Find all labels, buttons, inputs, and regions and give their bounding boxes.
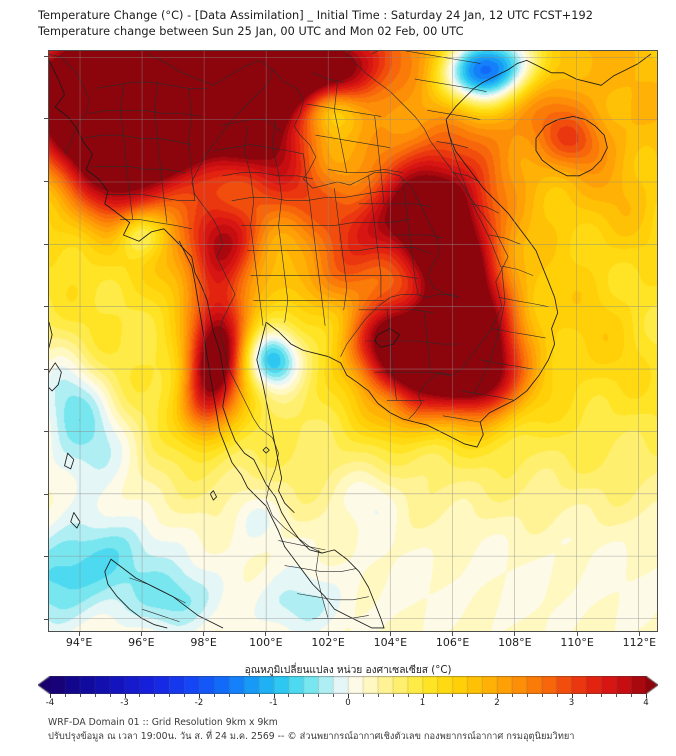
colorbar-tick-label: 1 [419,698,426,708]
x-axis-tick-mark [203,632,205,636]
colorbar-minor-tick [631,694,633,697]
x-axis-tick-label: 100°E [249,636,283,649]
colorbar-minor-tick [109,694,111,697]
x-axis-tick-mark [327,632,329,636]
colorbar-minor-tick [94,694,96,697]
colorbar-minor-tick [616,694,618,697]
title-line-1: Temperature Change (°C) - [Data Assimila… [38,9,594,22]
colorbar-minor-tick [526,694,528,697]
colorbar-minor-tick [228,694,230,697]
colorbar-tick-label: -2 [194,698,204,708]
colorbar-major-tick [497,694,498,698]
colorbar-tick-label: 4 [643,698,649,708]
colorbar-major-tick [199,694,200,698]
colorbar-minor-tick [601,694,603,697]
colorbar-minor-tick [541,694,543,697]
colorbar-minor-tick [333,694,335,697]
colorbar-minor-tick [482,694,484,697]
colorbar-tick-label: -1 [269,698,278,708]
x-axis-tick-label: 94°E [65,636,93,649]
x-axis-tick-label: 110°E [560,636,594,649]
x-axis-tick-label: 98°E [190,636,217,649]
y-axis-tick-mark [44,243,48,245]
x-axis-tick-label: 102°E [311,636,345,649]
colorbar-minor-tick [213,694,215,697]
y-axis-tick-mark [44,55,48,57]
colorbar-minor-tick [362,694,364,697]
y-axis-tick-mark [44,306,48,308]
colorbar-minor-tick [377,694,379,697]
colorbar-minor-tick [288,694,290,697]
x-axis-tick-label: 104°E [373,636,408,649]
x-axis-tick-label: 108°E [498,636,532,649]
colorbar-block: อุณหภูมิเปลี่ยนแปลง หน่วย องศาเซลเซียส (… [38,662,658,710]
colorbar-major-tick [571,694,573,698]
x-axis-tick-mark [452,632,454,636]
footer-line-1: WRF-DA Domain 01 :: Grid Resolution 9km … [48,717,278,728]
footer-block: WRF-DA Domain 01 :: Grid Resolution 9km … [48,716,668,743]
x-axis-tick-mark [638,632,640,636]
colorbar-title: อุณหภูมิเปลี่ยนแปลง หน่วย องศาเซลเซียส (… [244,665,452,676]
colorbar-major-tick [50,694,51,698]
colorbar-minor-tick [437,694,439,697]
y-axis-tick-mark [44,618,48,620]
x-axis-tick-label: 96°E [128,636,155,649]
y-axis-tick-mark [44,180,48,182]
y-axis-tick-mark [44,118,48,120]
colorbar-minor-tick [556,694,558,697]
y-axis-tick-mark [44,368,48,370]
colorbar-minor-tick [184,694,186,697]
y-axis-tick-mark [44,493,48,495]
chart-title-block: Temperature Change (°C) - [Data Assimila… [38,8,662,39]
colorbar-minor-tick [79,694,81,697]
colorbar-minor-tick [407,694,409,697]
colorbar-minor-tick [154,694,156,697]
colorbar-minor-tick [243,694,245,697]
colorbar-minor-tick [64,694,66,697]
colorbar-tick-label: 3 [568,698,575,708]
colorbar-ticks: -4 -3 -2 -1 0 1 2 3 4 [38,694,658,710]
colorbar-minor-tick [392,694,394,697]
lat-lon-gridlines [49,51,657,631]
colorbar-strip[interactable] [38,676,658,694]
footer-line-2: ปรับปรุงข้อมูล ณ เวลา 19:00น. วัน ส. ที่… [48,730,575,742]
colorbar-tick-label: -4 [45,698,55,708]
colorbar-minor-tick [318,694,320,697]
colorbar-minor-tick [139,694,141,697]
colorbar-minor-tick [258,694,260,697]
colorbar-major-tick [124,694,126,698]
x-axis-tick-mark [389,632,391,636]
colorbar-minor-tick [586,694,588,697]
x-axis-tick-mark [576,632,578,636]
x-axis-tick-mark [514,632,516,636]
colorbar-minor-tick [452,694,454,697]
colorbar-major-tick [348,694,349,698]
x-axis-tick-mark [140,632,142,636]
x-axis-tick-mark [78,632,80,636]
colorbar-gradient [38,676,658,694]
colorbar-minor-tick [511,694,513,697]
colorbar-major-tick [273,694,275,698]
colorbar-tick-label: 2 [494,698,500,708]
colorbar-tick-label: 0 [345,698,351,708]
x-axis-tick-mark [265,632,267,636]
map-plot-area[interactable] [48,50,658,632]
colorbar-tick-label: -3 [120,698,129,708]
y-axis-tick-mark [44,556,48,558]
x-axis-tick-label: 106°E [435,636,470,649]
colorbar-major-tick [646,694,647,698]
colorbar-minor-tick [467,694,469,697]
x-axis-tick-label: 112°E [622,636,657,649]
temperature-change-field [49,51,657,631]
title-line-2: Temperature change between Sun 25 Jan, 0… [38,24,464,38]
colorbar-major-tick [422,694,424,698]
colorbar-minor-tick [303,694,305,697]
colorbar-minor-tick [169,694,171,697]
y-axis-tick-mark [44,431,48,433]
